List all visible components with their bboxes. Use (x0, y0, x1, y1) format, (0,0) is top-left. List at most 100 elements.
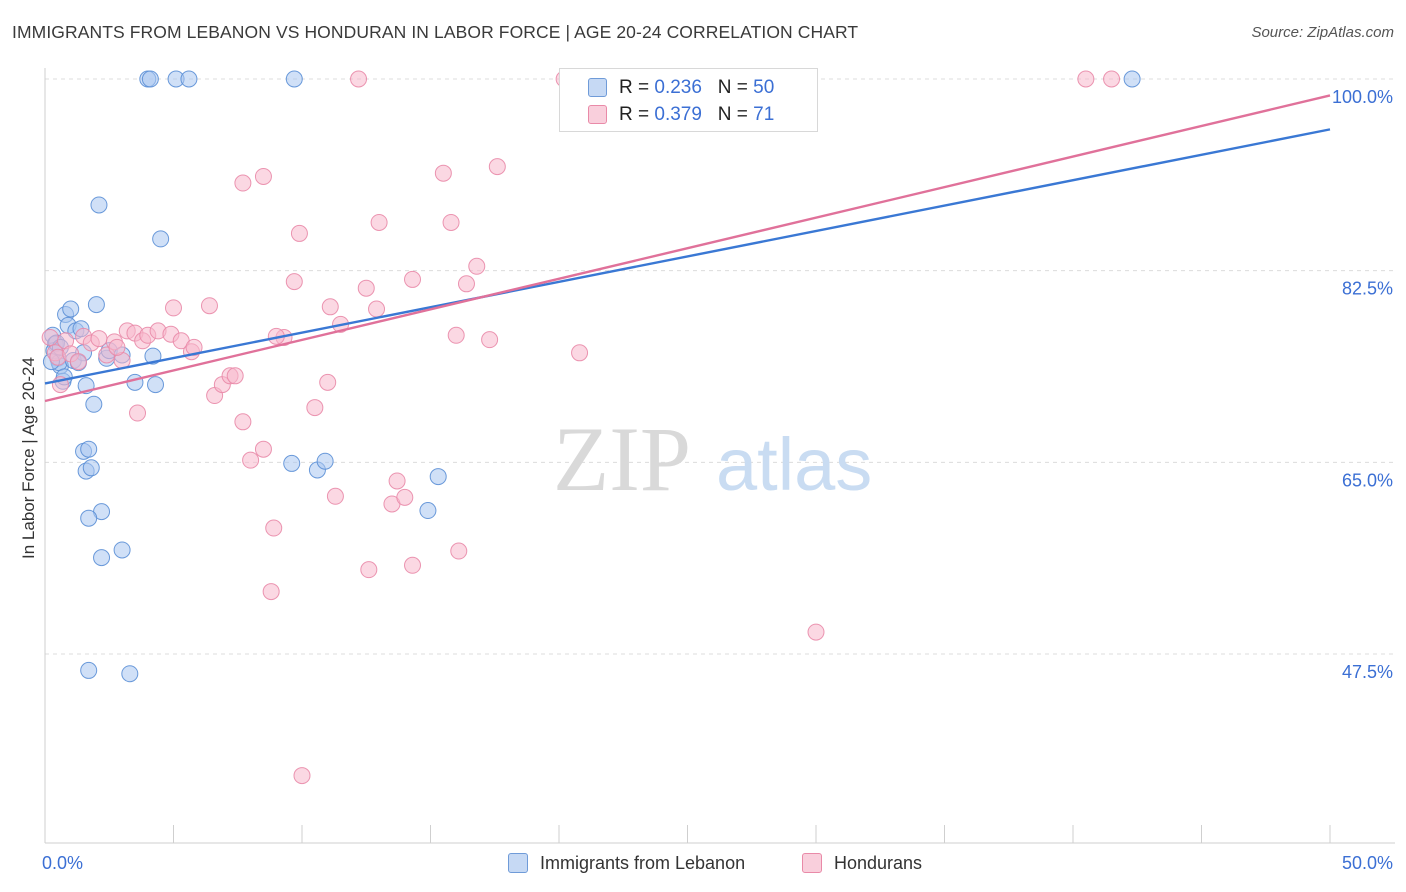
lebanon-point (87, 296, 105, 314)
watermark-zip: ZIP (553, 408, 691, 510)
honduran-point (442, 213, 460, 231)
lebanon-point (285, 70, 303, 88)
lebanon-point (126, 373, 144, 391)
bottom-legend-swatch-hondurans (802, 853, 822, 873)
lebanon-point (80, 661, 98, 679)
honduran-point (165, 299, 182, 317)
legend-n-value: 71 (753, 104, 775, 125)
honduran-point (69, 353, 87, 371)
honduran-point (108, 338, 126, 356)
honduran-point (226, 367, 244, 385)
watermark: ZIP atlas (553, 408, 872, 510)
honduran-point (370, 213, 388, 231)
honduran-point (285, 273, 303, 291)
lebanon-point (82, 459, 100, 477)
chart-title: IMMIGRANTS FROM LEBANON VS HONDURAN IN L… (12, 22, 859, 42)
lebanon-point (80, 509, 98, 527)
labels-layer: 100.0% 82.5% 65.0% 47.5% 0.0% 50.0% (42, 87, 1393, 873)
lebanon-point (93, 549, 111, 567)
legend-text-lebanon: R = 0.236 N = 50 (619, 77, 774, 99)
grid-layer (45, 78, 1395, 655)
legend-swatch-hondurans (588, 105, 607, 124)
honduran-point (450, 542, 468, 560)
lebanon-point (180, 70, 198, 88)
honduran-point (41, 328, 59, 346)
honduran-point (234, 413, 252, 431)
lebanon-point (1123, 70, 1141, 88)
bottom-legend-swatch-lebanon (508, 853, 528, 873)
honduran-point (404, 556, 422, 574)
legend-r-value: 0.236 (654, 77, 702, 98)
lebanon-point (90, 196, 108, 214)
points-layer (41, 70, 1141, 785)
y-tick-label: 47.5% (1342, 662, 1393, 682)
legend-r-label: R = (619, 104, 655, 125)
lebanon-point (141, 70, 159, 88)
honduran-point (290, 224, 308, 242)
lebanon-point (144, 347, 162, 365)
axes-layer (44, 68, 1395, 844)
honduran-point (326, 487, 344, 505)
honduran-point (388, 472, 406, 490)
honduran-point (293, 767, 311, 785)
honduran-point (185, 338, 203, 356)
legend-n-value: 50 (753, 77, 775, 98)
honduran-point (396, 488, 414, 506)
legend-r-label: R = (619, 77, 655, 98)
honduran-point (447, 326, 465, 344)
lebanon-trend-line (44, 128, 1331, 385)
honduran-point (1103, 70, 1121, 88)
source-credit: Source: ZipAtlas.com (1251, 24, 1394, 41)
honduran-point (571, 344, 589, 362)
honduran-point (306, 399, 324, 417)
honduran-point (90, 330, 108, 348)
y-tick-label: 65.0% (1342, 470, 1393, 490)
honduran-point (481, 331, 499, 349)
y-tick-label: 82.5% (1342, 279, 1393, 299)
legend-n-label: N = (717, 104, 754, 125)
honduran-point (404, 270, 422, 288)
honduran-point (254, 440, 272, 458)
honduran-point (321, 298, 339, 316)
honduran-point (434, 164, 452, 182)
y-tick-label: 100.0% (1332, 87, 1393, 107)
honduran-point (200, 297, 218, 315)
honduran-point (360, 561, 378, 579)
trend-layer (44, 94, 1331, 403)
honduran-point (468, 257, 486, 275)
lebanon-point (80, 440, 98, 458)
stats-legend: R = 0.236 N = 50 R = 0.379 N = 71 (559, 68, 818, 132)
legend-n-label: N = (717, 77, 754, 98)
bottom-legend-label-lebanon: Immigrants from Lebanon (540, 853, 746, 873)
honduran-point (129, 404, 147, 422)
bottom-legend-label-hondurans: Hondurans (834, 853, 923, 873)
x-tick-label: 0.0% (42, 853, 83, 873)
lebanon-point (85, 395, 103, 413)
lebanon-point (62, 300, 80, 318)
lebanon-point (147, 376, 165, 394)
lebanon-point (152, 230, 170, 248)
lebanon-point (113, 541, 131, 559)
y-axis-label: In Labor Force | Age 20-24 (19, 357, 38, 559)
honduran-point (265, 519, 283, 537)
honduran-point (319, 373, 337, 391)
lebanon-point (429, 468, 447, 486)
lebanon-point (316, 452, 334, 470)
honduran-point (357, 279, 375, 297)
lebanon-point (121, 665, 139, 683)
legend-swatch-lebanon (588, 78, 607, 97)
honduran-point (262, 583, 280, 601)
watermark-atlas: atlas (716, 423, 872, 506)
x-tick-label: 50.0% (1342, 853, 1393, 873)
lebanon-point (283, 454, 301, 472)
honduran-point (234, 174, 252, 192)
honduran-point (457, 275, 475, 293)
honduran-point (350, 70, 368, 88)
honduran-point (242, 451, 260, 469)
honduran-point (807, 623, 825, 641)
honduran-trend-line (44, 94, 1331, 403)
lebanon-point (419, 502, 437, 520)
legend-r-value: 0.379 (654, 104, 702, 125)
honduran-point (254, 167, 272, 185)
